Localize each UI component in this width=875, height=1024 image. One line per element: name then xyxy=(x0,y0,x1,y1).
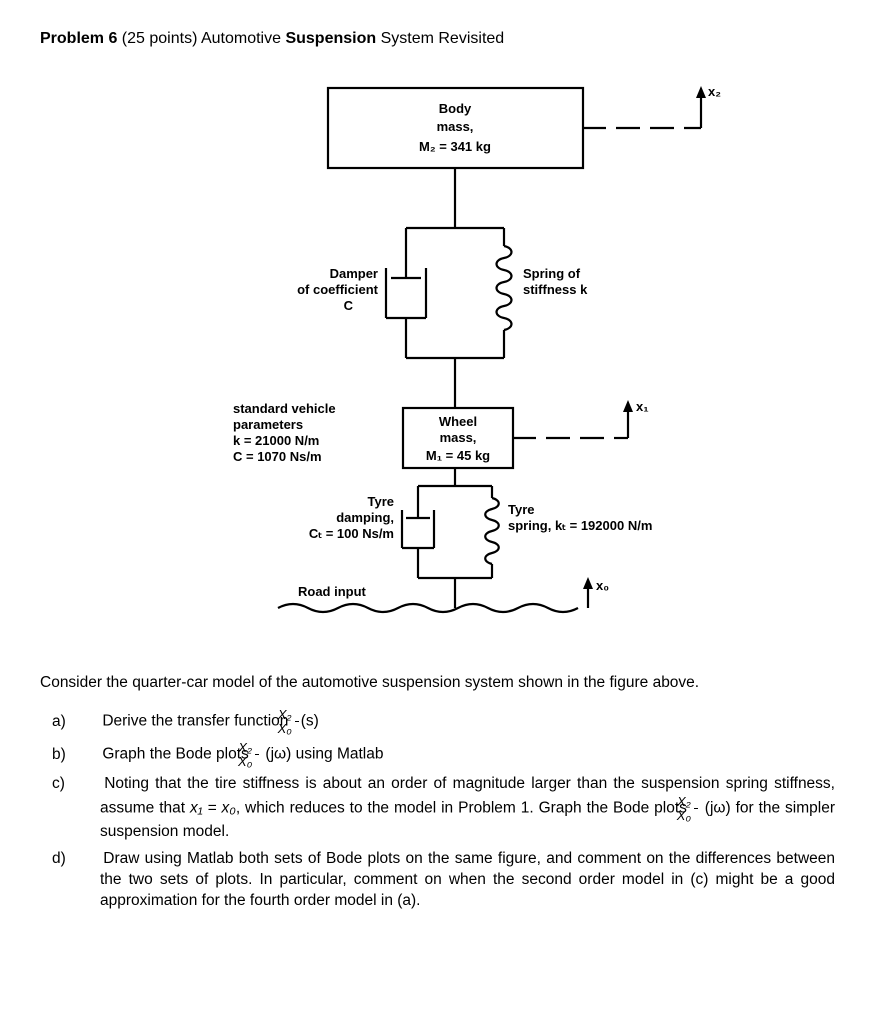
x0-label: x₀ xyxy=(596,578,609,593)
damper-label-3: C xyxy=(343,298,353,313)
intro-text: Consider the quarter-car model of the au… xyxy=(40,673,835,694)
question-a: a) Derive the transfer function X₂X₀(s) xyxy=(76,708,835,735)
spring-icon xyxy=(496,228,511,358)
title-problem: Problem 6 xyxy=(40,30,117,47)
body-mass-label: mass, xyxy=(436,119,473,134)
q-a-frac: X₂X₀ xyxy=(295,708,299,735)
params-1: standard vehicle xyxy=(233,401,336,416)
params-4: C = 1070 Ns/m xyxy=(233,449,322,464)
q-a-text1: Derive the transfer function xyxy=(102,713,292,730)
question-list: a) Derive the transfer function X₂X₀(s) … xyxy=(40,708,835,912)
question-c: c) Noting that the tire stiffness is abo… xyxy=(76,774,835,843)
q-c-label: c) xyxy=(76,774,98,795)
x0-indicator xyxy=(583,577,593,608)
tyre-spring-2: spring, kₜ = 192000 N/m xyxy=(508,518,652,533)
q-b-text2: (jω) using Matlab xyxy=(261,746,383,763)
q-c-frac: X₂X₀ xyxy=(694,795,698,822)
title-rest: System Revisited xyxy=(376,30,504,47)
params-2: parameters xyxy=(233,417,303,432)
q-a-text2: (s) xyxy=(301,713,319,730)
question-b: b) Graph the Bode plots X₂X₀ (jω) using … xyxy=(76,741,835,768)
body-label: Body xyxy=(438,101,471,116)
wheel-mass-value: M₁ = 45 kg xyxy=(425,448,489,463)
spring-label-1: Spring of xyxy=(523,266,581,281)
damper-label-1: Damper xyxy=(329,266,377,281)
q-d-label: d) xyxy=(76,849,98,870)
tyre-damp-2: damping, xyxy=(336,510,394,525)
q-b-frac: X₂X₀ xyxy=(255,741,259,768)
problem-title: Problem 6 (25 points) Automotive Suspens… xyxy=(40,30,835,48)
x2-label: x₂ xyxy=(708,84,721,99)
road-label: Road input xyxy=(298,584,367,599)
damper-label-2: of coefficient xyxy=(297,282,379,297)
q-b-text1: Graph the Bode plots xyxy=(102,746,253,763)
road-line xyxy=(278,604,578,612)
question-d: d) Draw using Matlab both sets of Bode p… xyxy=(76,849,835,912)
q-d-text: Draw using Matlab both sets of Bode plot… xyxy=(100,850,835,909)
title-points: (25 points) Automotive xyxy=(117,30,285,47)
wheel-label: Wheel xyxy=(438,414,476,429)
title-suspension: Suspension xyxy=(285,30,376,47)
x2-indicator xyxy=(583,86,706,128)
suspension-diagram: Body mass, M₂ = 341 kg x₂ Damper o xyxy=(128,78,748,648)
tyre-spring-1: Tyre xyxy=(508,502,535,517)
x1-label: x₁ xyxy=(636,399,649,414)
tyre-damp-3: Cₜ = 100 Ns/m xyxy=(308,526,393,541)
tyre-damper-icon xyxy=(402,486,434,578)
q-c-xeq: x₁ = x₀ xyxy=(190,799,236,816)
q-a-label: a) xyxy=(76,712,98,733)
x1-indicator xyxy=(513,400,633,438)
wheel-mass-label: mass, xyxy=(439,430,476,445)
params-3: k = 21000 N/m xyxy=(233,433,319,448)
tyre-damp-1: Tyre xyxy=(367,494,394,509)
spring-label-2: stiffness k xyxy=(523,282,588,297)
damper-icon xyxy=(386,228,426,358)
body-mass-value: M₂ = 341 kg xyxy=(419,139,491,154)
tyre-spring-icon xyxy=(485,486,499,578)
q-c-text2: , which reduces to the model in Problem … xyxy=(236,799,692,816)
q-b-label: b) xyxy=(76,745,98,766)
